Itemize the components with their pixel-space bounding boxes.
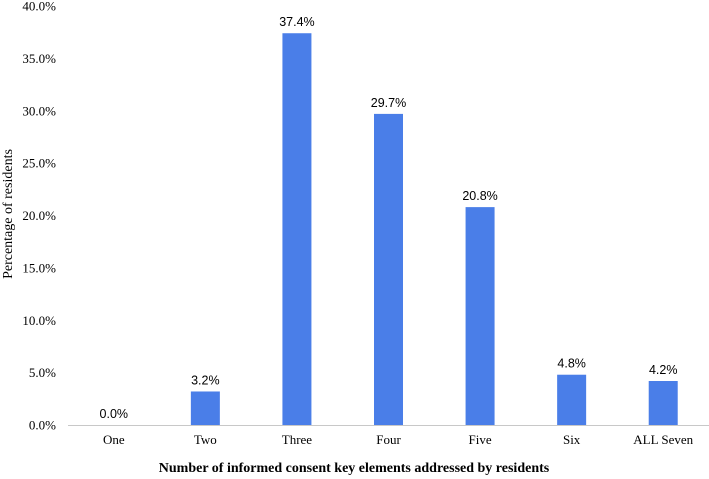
data-label: 4.8% [557, 357, 586, 371]
y-tick-label: 20.0% [22, 208, 56, 223]
bar [557, 374, 587, 425]
y-tick-label: 30.0% [22, 103, 56, 118]
data-label: 20.8% [462, 189, 497, 203]
bar [282, 33, 312, 426]
y-tick-label: 25.0% [22, 156, 56, 171]
bar [190, 391, 220, 425]
data-labels: 0.0% 3.2% 37.4% 29.7% 20.8% 4.8% 4.2% [100, 15, 678, 421]
bars [190, 33, 678, 426]
x-tick-label: ALL Seven [633, 432, 693, 447]
x-axis-ticks: One Two Three Four Five Six ALL Seven [103, 432, 694, 447]
x-tick-label: One [103, 432, 125, 447]
bar [648, 381, 678, 425]
y-tick-label: 35.0% [22, 51, 56, 66]
x-tick-label: Two [194, 432, 217, 447]
y-tick-label: 15.0% [22, 260, 56, 275]
data-label: 37.4% [279, 15, 314, 29]
y-tick-label: 5.0% [29, 365, 56, 380]
data-label: 29.7% [371, 96, 406, 110]
bar [374, 113, 403, 425]
x-axis-title: Number of informed consent key elements … [159, 461, 550, 476]
data-label: 4.2% [649, 363, 678, 377]
x-tick-label: Five [469, 432, 492, 447]
y-axis-title: Percentage of residents [1, 149, 16, 279]
data-label: 3.2% [191, 373, 220, 387]
y-axis-ticks: 0.0% 5.0% 10.0% 15.0% 20.0% 25.0% 30.0% 35.0% 40… [22, 0, 56, 433]
data-label: 0.0% [100, 407, 129, 421]
x-tick-label: Four [376, 432, 401, 447]
x-tick-label: Three [282, 432, 313, 447]
x-tick-label: Six [563, 432, 581, 447]
y-tick-label: 0.0% [29, 418, 56, 433]
y-tick-label: 40.0% [22, 0, 56, 14]
y-tick-label: 10.0% [22, 313, 56, 328]
bar [465, 207, 495, 425]
